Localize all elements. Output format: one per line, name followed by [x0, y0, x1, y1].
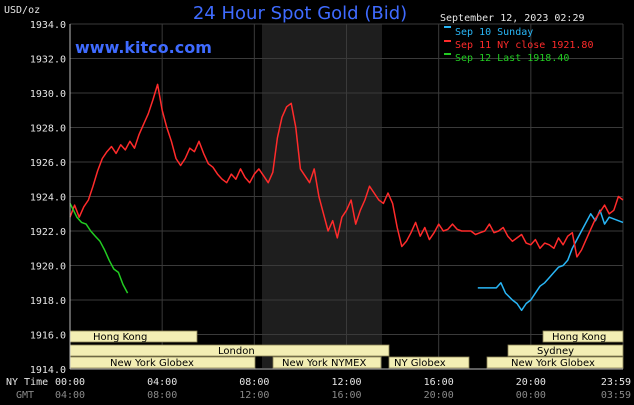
session-label: New York NYMEX	[282, 358, 367, 369]
x-tick-label-ny: 00:00	[55, 377, 85, 388]
ny-time-caption: NY Time	[6, 377, 48, 388]
x-tick-label-gmt: 20:00	[424, 390, 454, 401]
price-series	[69, 83, 624, 312]
legend-entry-nyclose: Sep 11 NY close 1921.80	[455, 40, 593, 51]
series-line	[69, 203, 129, 294]
x-tick-label-gmt: 08:00	[147, 390, 177, 401]
brand-link[interactable]: www.kitco.com	[75, 38, 212, 57]
session-bar	[272, 356, 382, 369]
session-bar	[542, 330, 624, 343]
y-tick-label: 1926.0	[30, 158, 66, 169]
legend-swatch-sunday	[444, 26, 451, 28]
y-axis-label: USD/oz	[4, 5, 40, 16]
session-bar	[388, 356, 470, 369]
session-label: New York Globex	[511, 358, 595, 369]
session-label: Sydney	[537, 346, 574, 357]
session-label: London	[218, 346, 255, 357]
session-label: New York Globex	[110, 358, 194, 369]
x-tick-label-gmt: 03:59	[601, 390, 631, 401]
legend-entry-last: Sep 12 Last 1918.40	[455, 53, 569, 64]
x-tick-label-ny: 20:00	[516, 377, 546, 388]
x-tick-label-ny: 08:00	[239, 377, 269, 388]
y-tick-label: 1932.0	[30, 55, 66, 66]
y-tick-label: 1918.0	[30, 296, 66, 307]
legend-swatch-nyclose	[444, 40, 451, 42]
x-tick-label-gmt: 12:00	[239, 390, 269, 401]
x-tick-labels: 00:00 04:00 04:00 08:00 08:00 12:00 12:00 16:00…	[55, 377, 631, 401]
y-tick-label: 1920.0	[30, 262, 66, 273]
x-tick-label-ny: 04:00	[147, 377, 177, 388]
datetime-stamp: September 12, 2023 02:29	[440, 13, 585, 24]
x-tick-label-gmt: 04:00	[55, 390, 85, 401]
y-tick-label: 1916.0	[30, 331, 66, 342]
x-tick-label-gmt: 00:00	[516, 390, 546, 401]
session-label: Hong Kong	[93, 332, 147, 343]
legend-swatch-last	[444, 53, 451, 55]
legend: Sep 10 Sunday Sep 11 NY close 1921.80 Se…	[444, 26, 593, 64]
y-tick-label: 1922.0	[30, 227, 66, 238]
series-line	[69, 83, 624, 258]
session-bar	[507, 344, 624, 357]
y-tick-label: 1924.0	[30, 193, 66, 204]
session-bar	[486, 356, 624, 369]
y-tick-label: 1928.0	[30, 124, 66, 135]
session-label: NY Globex	[394, 358, 446, 369]
y-tick-label: 1934.0	[30, 20, 66, 31]
gmt-caption: GMT	[16, 390, 34, 401]
y-tick-label: 1914.0	[30, 365, 66, 376]
series-line	[477, 209, 624, 312]
chart-title: 24 Hour Spot Gold (Bid)	[193, 3, 407, 24]
x-tick-label-gmt: 16:00	[331, 390, 361, 401]
session-label: Hong Kong	[552, 332, 606, 343]
x-tick-label-ny: 23:59	[601, 377, 631, 388]
y-tick-label: 1930.0	[30, 89, 66, 100]
legend-entry-sunday: Sep 10 Sunday	[455, 27, 533, 38]
x-tick-label-ny: 16:00	[424, 377, 454, 388]
x-tick-label-ny: 12:00	[331, 377, 361, 388]
y-tick-labels: 1914.0 1916.0 1918.0 1920.0 1922.0 1924.0 1926…	[30, 20, 66, 376]
